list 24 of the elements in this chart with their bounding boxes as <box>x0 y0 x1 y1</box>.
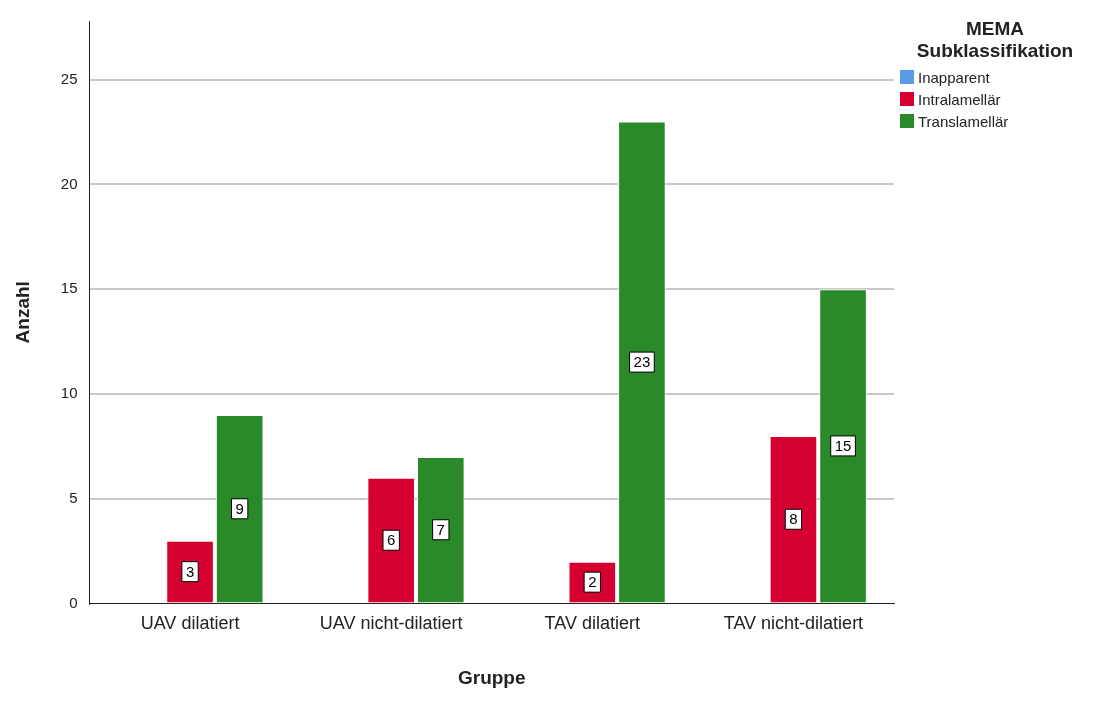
x-tick-label: UAV nicht-dilatiert <box>319 613 463 634</box>
legend-label: Inapparent <box>918 68 990 86</box>
legend-label: Translamellär <box>918 112 1009 130</box>
x-tick-label: TAV dilatiert <box>544 613 640 634</box>
y-axis-title: Anzahl <box>11 281 33 344</box>
y-tick-label: 5 <box>69 488 78 506</box>
y-tick-label: 10 <box>60 384 78 402</box>
data-label: 15 <box>834 437 852 455</box>
legend-label: Intralamellär <box>918 90 1001 108</box>
data-label: 6 <box>387 531 396 549</box>
x-tick-label: TAV nicht-dilatiert <box>723 613 864 634</box>
y-tick-label: 20 <box>60 174 78 192</box>
y-tick-label: 25 <box>60 69 78 87</box>
data-label: 3 <box>185 562 195 580</box>
y-tick-label: 0 <box>69 593 78 611</box>
x-axis-title: Gruppe <box>457 666 526 688</box>
data-label: 9 <box>235 499 244 517</box>
data-label: 7 <box>436 520 445 538</box>
data-label: 2 <box>588 573 597 591</box>
x-tick-label: UAV dilatiert <box>140 613 240 634</box>
legend-title: MEMA Subklassifikation <box>915 18 1075 62</box>
data-label: 8 <box>789 510 798 528</box>
data-label: 23 <box>633 353 651 371</box>
y-tick-label: 15 <box>60 279 78 297</box>
